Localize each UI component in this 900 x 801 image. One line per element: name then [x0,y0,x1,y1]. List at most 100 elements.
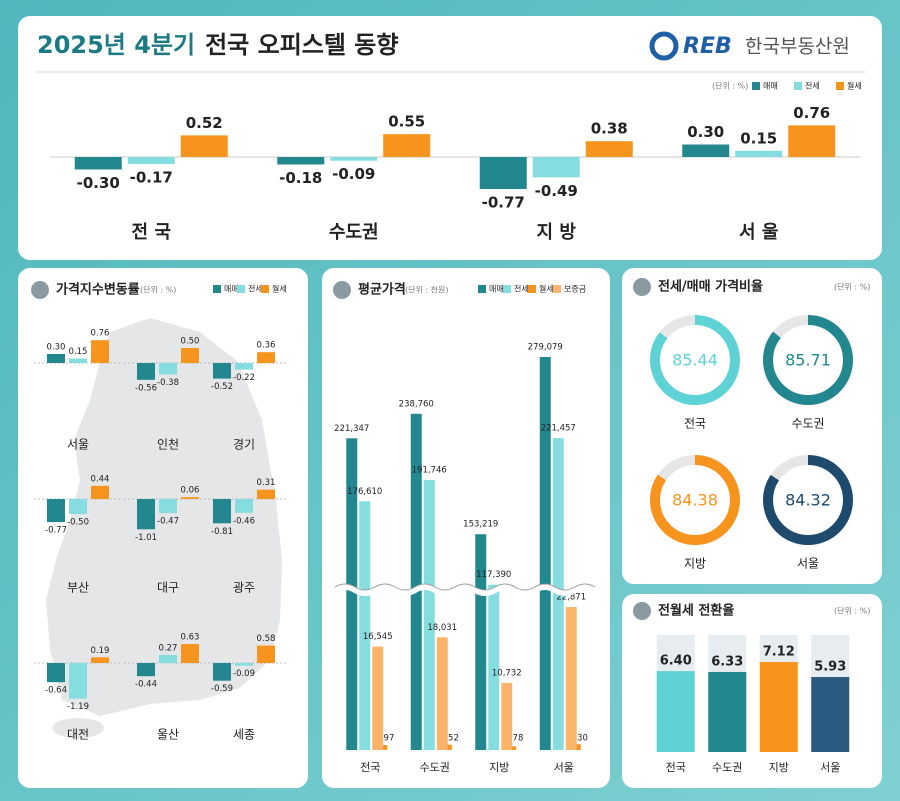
legend-swatch [528,285,536,293]
bar [47,354,65,363]
value-label: 0.06 [181,486,200,496]
legend-swatch [213,285,221,293]
region-label: 인천 [157,437,179,452]
unit-label: (단위 : %) [140,285,176,295]
bar [277,157,325,165]
bar [330,157,378,161]
unit-label: (단위 : 천원) [405,285,448,295]
bar [501,682,513,750]
title-icon [633,278,651,296]
bar [359,501,371,750]
bar [735,150,783,157]
category-label: 수도권 [712,761,742,774]
panel-title: 평균가격 [358,282,406,298]
bar [181,644,199,663]
value-label: 191,746 [412,465,447,475]
value-label: -1.01 [135,533,157,543]
value-label: 0.30 [47,343,66,353]
category-label: 서울 [820,761,840,774]
bar [69,499,87,514]
legend-label: 전세 [514,284,529,294]
bar [532,157,580,178]
bar [235,499,253,513]
map-shape [46,318,282,716]
value-label: 0.76 [91,329,110,339]
bar [423,479,435,750]
value-label: -0.38 [157,378,179,388]
bar [479,157,527,189]
donut-arc [650,315,740,405]
bar [383,134,431,157]
value-label: 117,390 [476,570,511,580]
bar [788,125,836,157]
donut-label: 수도권 [791,417,824,431]
value-label: 797 [378,734,394,744]
value-label: 5.93 [814,660,846,675]
legend-swatch [237,285,245,293]
value-label: -0.56 [135,383,157,393]
legend-label: 전세 [248,284,263,294]
region-label: 세종 [233,728,255,742]
value-label: 153,219 [463,520,498,530]
value-label: -0.18 [279,169,322,187]
bar [137,663,155,677]
value-label: 0.58 [257,634,276,644]
donut-arc [763,315,853,405]
donut-label: 전국 [684,417,706,431]
donut-value: 84.32 [785,491,831,510]
bar [91,657,109,663]
region-label: 서울 [67,438,89,452]
category-label: 전국 [666,761,686,774]
legend-label: 월세 [539,284,554,294]
bar [656,671,695,752]
donut-value: 85.44 [672,351,718,370]
panel-title: 가격지수변동률 [56,283,140,298]
value-label: 0.50 [181,337,200,347]
value-label: -0.64 [45,686,67,696]
value-label: 930 [572,734,588,744]
panel [322,268,610,788]
bar [127,157,175,165]
legend-label: 월세 [847,81,862,91]
value-label: -0.09 [332,165,375,183]
legend-swatch [478,285,486,293]
bar [91,485,109,499]
bar [372,646,384,750]
legend-swatch [752,82,760,90]
value-label: -0.46 [233,516,255,526]
bar [69,663,87,699]
legend-label: 매매 [489,285,504,294]
legend-swatch [261,285,269,293]
bar [181,497,199,499]
value-label: 0.30 [687,123,724,141]
donut-value: 84.38 [672,491,718,510]
region-label: 부산 [67,581,89,595]
logo-mark: REB [683,34,732,59]
region-label: 대구 [157,581,179,595]
legend-swatch [503,285,511,293]
logo-icon [649,31,679,61]
region-label: 대전 [67,728,89,742]
value-label: 10,732 [492,668,522,678]
value-label: -0.59 [211,684,233,694]
bar [346,438,358,750]
value-label: 18,031 [427,623,457,633]
value-label: -0.52 [211,382,233,392]
bar [235,363,253,370]
bar [257,489,275,499]
bar [74,157,122,170]
donut-label: 지방 [684,557,706,571]
value-label: -0.47 [157,517,179,527]
value-label: -0.81 [211,527,233,537]
category-label: 수도권 [329,222,379,243]
value-label: 176,610 [347,487,382,497]
bar [180,135,228,157]
category-label: 수도권 [420,761,450,774]
bar [585,141,633,157]
bar [475,534,487,750]
panel-title: 전세/매매 가격비율 [658,279,763,295]
axis-break [334,583,596,591]
value-label: 0.52 [186,114,223,132]
bar [181,348,199,363]
